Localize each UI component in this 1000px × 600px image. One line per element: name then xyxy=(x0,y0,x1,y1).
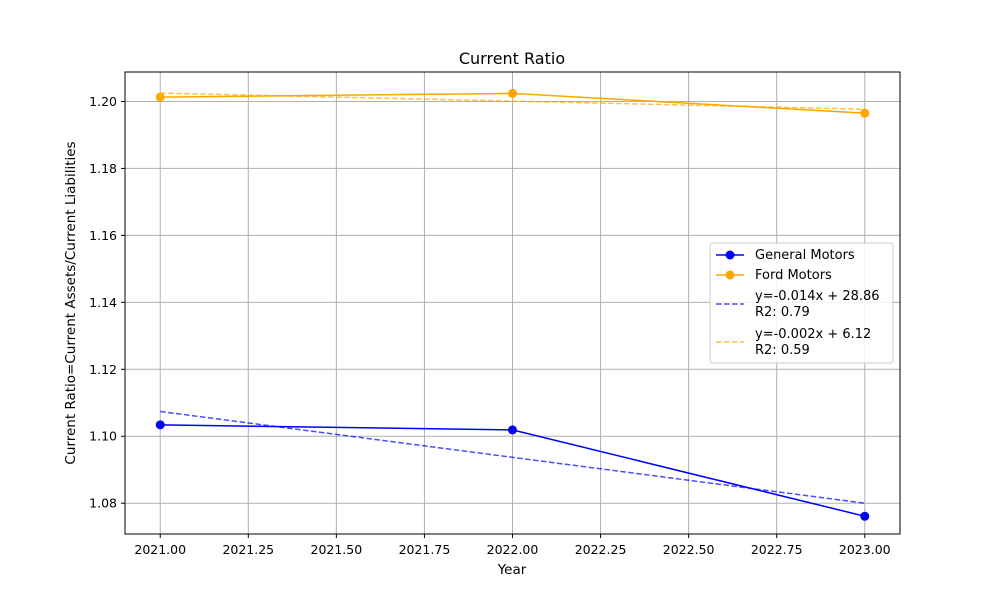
legend-label-gm-trend-equation: y=-0.014x + 28.86 xyxy=(755,289,880,304)
data-point-ford-motors xyxy=(860,108,870,118)
y-axis-label: Current Ratio=Current Assets/Current Lia… xyxy=(63,141,79,464)
legend-marker-ford-motors xyxy=(725,270,735,280)
legend-label-ford-trend-equation: y=-0.002x + 6.12 xyxy=(755,327,871,342)
x-tick-label: 2023.00 xyxy=(839,542,891,557)
data-point-general-motors xyxy=(508,425,517,435)
data-point-ford-motors xyxy=(508,88,517,98)
x-tick-label: 2022.75 xyxy=(751,542,803,557)
data-point-ford-motors xyxy=(155,92,165,102)
x-axis-ticks: 2021.00 2021.25 2021.50 2021.75 2022.00 2022.… xyxy=(134,534,891,557)
y-tick-label: 1.10 xyxy=(89,429,117,444)
x-tick-label: 2022.00 xyxy=(487,542,539,557)
legend-label-general-motors: General Motors xyxy=(755,248,855,263)
y-tick-label: 1.20 xyxy=(89,94,117,109)
x-tick-label: 2021.25 xyxy=(222,542,274,557)
y-tick-label: 1.12 xyxy=(89,362,117,377)
x-tick-label: 2022.50 xyxy=(663,542,715,557)
x-tick-label: 2022.25 xyxy=(575,542,627,557)
x-tick-label: 2021.50 xyxy=(311,542,363,557)
data-point-general-motors xyxy=(155,420,165,430)
y-tick-label: 1.14 xyxy=(89,295,117,310)
legend-box xyxy=(709,242,894,364)
chart-title: Current Ratio xyxy=(459,49,565,68)
y-axis-ticks: 1.08 1.10 1.12 1.14 1.16 1.18 1.20 xyxy=(89,94,125,511)
legend-label-ford-trend-r2: R2: 0.59 xyxy=(755,343,810,358)
x-tick-label: 2021.75 xyxy=(399,542,451,557)
data-point-general-motors xyxy=(860,511,870,521)
legend-label-ford-motors: Ford Motors xyxy=(755,268,832,283)
grid xyxy=(125,72,900,534)
y-tick-label: 1.18 xyxy=(89,161,117,176)
x-tick-label: 2021.00 xyxy=(134,542,186,557)
data-series xyxy=(155,88,870,521)
x-axis-label: Year xyxy=(497,562,527,578)
legend: General Motors Ford Motors y=-0.014x + 2… xyxy=(709,242,894,364)
y-tick-label: 1.16 xyxy=(89,228,117,243)
legend-label-gm-trend-r2: R2: 0.79 xyxy=(755,305,810,320)
y-tick-label: 1.08 xyxy=(89,496,117,511)
legend-marker-general-motors xyxy=(725,250,735,260)
